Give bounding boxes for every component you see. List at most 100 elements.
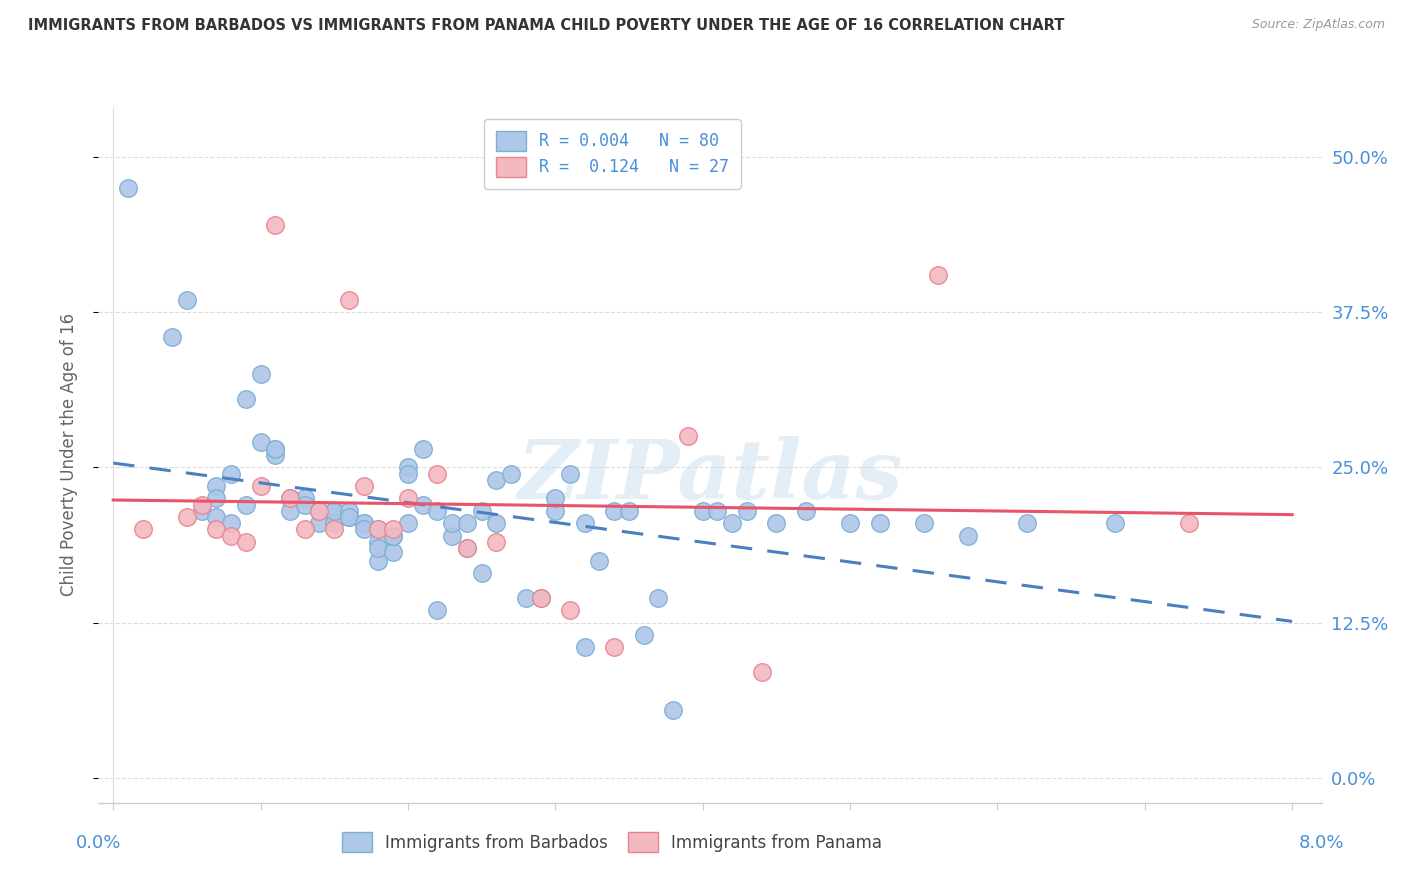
Point bbox=[529, 591, 551, 605]
Point bbox=[706, 504, 728, 518]
Point bbox=[456, 541, 478, 555]
Point bbox=[278, 491, 301, 506]
Point bbox=[617, 504, 640, 518]
Point bbox=[692, 504, 714, 518]
Point bbox=[765, 516, 787, 531]
Point bbox=[869, 516, 891, 531]
Point bbox=[294, 498, 316, 512]
Point bbox=[485, 516, 508, 531]
Point bbox=[839, 516, 862, 531]
Point bbox=[426, 603, 449, 617]
Text: 0.0%: 0.0% bbox=[76, 834, 121, 852]
Point bbox=[721, 516, 744, 531]
Point bbox=[499, 467, 522, 481]
Point bbox=[751, 665, 773, 680]
Text: 8.0%: 8.0% bbox=[1299, 834, 1344, 852]
Point bbox=[308, 504, 330, 518]
Point bbox=[308, 504, 330, 518]
Point bbox=[235, 392, 257, 406]
Point bbox=[294, 491, 316, 506]
Point bbox=[353, 516, 375, 531]
Point bbox=[249, 367, 271, 381]
Point bbox=[1015, 516, 1038, 531]
Point bbox=[382, 529, 405, 543]
Point bbox=[1178, 516, 1201, 531]
Point bbox=[367, 541, 389, 555]
Point bbox=[441, 529, 464, 543]
Point bbox=[205, 523, 228, 537]
Point bbox=[633, 628, 655, 642]
Point bbox=[176, 510, 198, 524]
Point bbox=[456, 541, 478, 555]
Point bbox=[927, 268, 949, 282]
Point bbox=[515, 591, 537, 605]
Point bbox=[396, 467, 419, 481]
Point bbox=[219, 516, 242, 531]
Point bbox=[367, 523, 389, 537]
Point bbox=[794, 504, 817, 518]
Y-axis label: Child Poverty Under the Age of 16: Child Poverty Under the Age of 16 bbox=[59, 313, 77, 597]
Point bbox=[219, 467, 242, 481]
Point bbox=[219, 529, 242, 543]
Point bbox=[264, 448, 287, 462]
Point bbox=[471, 566, 494, 580]
Text: Source: ZipAtlas.com: Source: ZipAtlas.com bbox=[1251, 18, 1385, 31]
Point bbox=[131, 523, 153, 537]
Point bbox=[353, 516, 375, 531]
Point bbox=[426, 504, 449, 518]
Point bbox=[529, 591, 551, 605]
Point bbox=[294, 523, 316, 537]
Point bbox=[558, 467, 581, 481]
Point bbox=[278, 491, 301, 506]
Point bbox=[337, 510, 360, 524]
Point bbox=[337, 293, 360, 307]
Point bbox=[412, 442, 434, 456]
Point bbox=[574, 516, 596, 531]
Point bbox=[662, 703, 685, 717]
Point bbox=[323, 516, 346, 531]
Point bbox=[382, 523, 405, 537]
Point bbox=[235, 498, 257, 512]
Point bbox=[471, 504, 494, 518]
Point bbox=[308, 504, 330, 518]
Point bbox=[426, 467, 449, 481]
Point bbox=[382, 529, 405, 543]
Point bbox=[323, 504, 346, 518]
Point bbox=[603, 640, 626, 655]
Point bbox=[1104, 516, 1126, 531]
Text: IMMIGRANTS FROM BARBADOS VS IMMIGRANTS FROM PANAMA CHILD POVERTY UNDER THE AGE O: IMMIGRANTS FROM BARBADOS VS IMMIGRANTS F… bbox=[28, 18, 1064, 33]
Point bbox=[382, 545, 405, 559]
Point bbox=[735, 504, 758, 518]
Point bbox=[956, 529, 979, 543]
Point bbox=[323, 523, 346, 537]
Point bbox=[190, 504, 212, 518]
Point bbox=[353, 523, 375, 537]
Point bbox=[485, 473, 508, 487]
Legend: Immigrants from Barbados, Immigrants from Panama: Immigrants from Barbados, Immigrants fro… bbox=[330, 821, 894, 864]
Point bbox=[588, 553, 610, 567]
Point bbox=[278, 504, 301, 518]
Point bbox=[456, 516, 478, 531]
Point bbox=[205, 491, 228, 506]
Point bbox=[160, 330, 183, 344]
Point bbox=[367, 553, 389, 567]
Point bbox=[117, 181, 139, 195]
Point bbox=[396, 460, 419, 475]
Point bbox=[190, 498, 212, 512]
Point bbox=[337, 510, 360, 524]
Point bbox=[676, 429, 699, 443]
Point bbox=[912, 516, 935, 531]
Point bbox=[558, 603, 581, 617]
Point bbox=[367, 534, 389, 549]
Point bbox=[264, 218, 287, 232]
Point bbox=[412, 498, 434, 512]
Point bbox=[396, 491, 419, 506]
Text: ZIPatlas: ZIPatlas bbox=[517, 436, 903, 516]
Point bbox=[323, 504, 346, 518]
Point bbox=[603, 504, 626, 518]
Point bbox=[544, 491, 567, 506]
Point bbox=[337, 504, 360, 518]
Point bbox=[205, 479, 228, 493]
Point bbox=[485, 534, 508, 549]
Point bbox=[367, 523, 389, 537]
